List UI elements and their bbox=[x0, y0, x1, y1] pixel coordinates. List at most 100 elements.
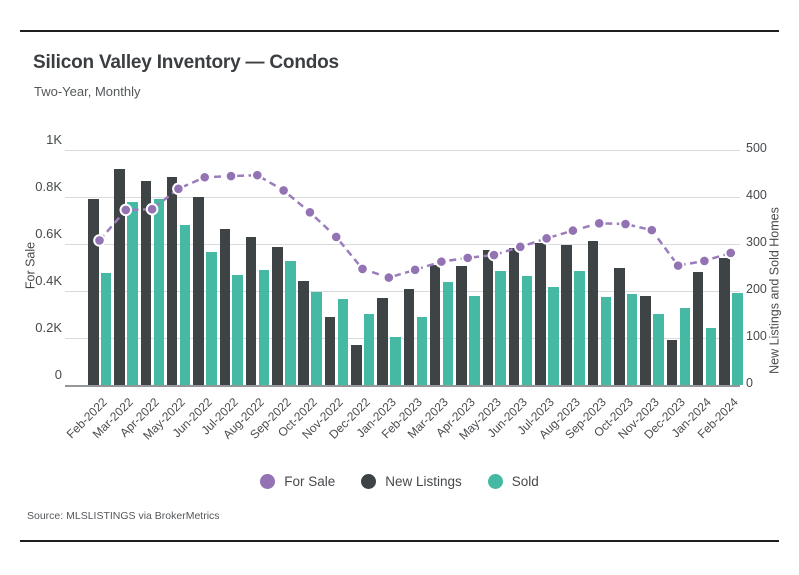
right-axis-title: New Listings and Sold Homes bbox=[767, 207, 782, 374]
bar-sold bbox=[679, 308, 690, 385]
bar-sold bbox=[705, 327, 717, 385]
chart-subtitle: Two-Year, Monthly bbox=[34, 84, 141, 99]
bar-sold bbox=[179, 224, 191, 385]
bar-new-listings bbox=[298, 281, 309, 385]
for-sale-point bbox=[224, 169, 238, 183]
right-axis-tick: 100 bbox=[746, 329, 767, 343]
legend-item-new-listings: New Listings bbox=[361, 474, 462, 489]
bar-sold bbox=[100, 272, 112, 385]
bar-sold bbox=[232, 275, 243, 385]
bar-new-listings bbox=[88, 199, 99, 385]
bar-sold bbox=[206, 251, 217, 385]
bar-new-listings bbox=[429, 265, 441, 385]
right-axis-tick: 200 bbox=[746, 282, 767, 296]
left-axis-tick: 0.6K bbox=[35, 226, 62, 241]
top-rule bbox=[20, 30, 779, 32]
bar-new-listings bbox=[666, 339, 678, 385]
for-sale-legend-marker-icon bbox=[260, 474, 276, 489]
gridline bbox=[65, 150, 740, 151]
for-sale-point bbox=[698, 254, 711, 268]
for-sale-point bbox=[724, 246, 738, 260]
bar-sold bbox=[416, 316, 427, 385]
for-sale-point bbox=[303, 205, 317, 219]
for-sale-point bbox=[461, 251, 475, 265]
bar-new-listings bbox=[272, 247, 283, 385]
for-sale-point bbox=[250, 168, 264, 182]
bar-new-listings bbox=[614, 268, 625, 385]
left-axis-tick: 0.4K bbox=[35, 273, 62, 288]
bar-new-listings bbox=[245, 237, 257, 385]
right-axis-tick: 300 bbox=[746, 235, 767, 249]
bar-new-listings bbox=[535, 242, 546, 385]
gridline bbox=[65, 338, 740, 339]
bar-sold bbox=[337, 299, 349, 385]
bar-new-listings bbox=[114, 168, 125, 385]
bar-sold bbox=[153, 199, 164, 385]
bar-new-listings bbox=[508, 248, 520, 385]
bar-sold bbox=[311, 292, 322, 385]
bar-new-listings bbox=[561, 244, 572, 385]
bar-new-listings bbox=[140, 181, 152, 385]
for-sale-point bbox=[329, 230, 343, 244]
bar-sold bbox=[626, 293, 638, 385]
bar-new-listings bbox=[719, 257, 730, 385]
for-sale-point bbox=[645, 223, 659, 237]
chart-legend: For Sale New Listings Sold bbox=[0, 474, 799, 489]
for-sale-point bbox=[408, 263, 422, 277]
bar-sold bbox=[363, 313, 375, 385]
bar-new-listings bbox=[351, 344, 362, 385]
bar-new-listings bbox=[692, 271, 704, 385]
source-note: Source: MLSLISTINGS via BrokerMetrics bbox=[27, 510, 220, 522]
left-axis-tick: 0.2K bbox=[35, 320, 62, 335]
bar-new-listings bbox=[324, 316, 336, 385]
for-sale-point bbox=[277, 184, 290, 197]
bar-new-listings bbox=[403, 289, 415, 385]
bar-sold bbox=[127, 201, 138, 385]
for-sale-point bbox=[198, 170, 211, 184]
bottom-rule bbox=[20, 540, 779, 542]
bar-new-listings bbox=[377, 297, 388, 385]
bar-sold bbox=[548, 286, 559, 385]
bar-sold bbox=[285, 260, 296, 385]
bar-sold bbox=[600, 296, 612, 385]
left-axis-tick: 0 bbox=[54, 367, 62, 382]
for-sale-point bbox=[382, 271, 396, 284]
bar-sold bbox=[258, 269, 270, 385]
legend-item-sold: Sold bbox=[487, 474, 539, 489]
bar-sold bbox=[732, 292, 743, 385]
bar-new-listings bbox=[193, 197, 204, 385]
gridline bbox=[65, 384, 740, 387]
legend-label: Sold bbox=[511, 474, 539, 489]
for-sale-point bbox=[592, 217, 606, 230]
legend-item-for-sale: For Sale bbox=[260, 474, 335, 489]
bar-new-listings bbox=[587, 240, 599, 385]
for-sale-point bbox=[356, 262, 369, 276]
bar-sold bbox=[390, 336, 401, 385]
legend-label: For Sale bbox=[284, 474, 336, 489]
right-axis-tick: 500 bbox=[746, 141, 767, 155]
left-axis-title: For Sale bbox=[23, 241, 38, 290]
chart-title: Silicon Valley Inventory — Condos bbox=[33, 52, 339, 73]
bar-sold bbox=[495, 271, 506, 385]
bar-sold bbox=[574, 271, 585, 385]
for-sale-point bbox=[619, 217, 632, 231]
bar-new-listings bbox=[482, 250, 493, 385]
sold-legend-marker-icon bbox=[487, 474, 503, 489]
bar-new-listings bbox=[640, 296, 651, 385]
for-sale-point bbox=[671, 259, 685, 272]
right-axis-tick: 0 bbox=[746, 376, 753, 390]
bar-sold bbox=[521, 275, 533, 385]
gridline bbox=[65, 291, 740, 292]
left-axis-tick: 1K bbox=[46, 132, 62, 147]
legend-label: New Listings bbox=[385, 474, 462, 489]
right-axis-tick: 400 bbox=[746, 188, 767, 202]
bar-new-listings bbox=[219, 229, 230, 385]
bar-sold bbox=[653, 313, 664, 385]
new-listings-legend-marker-icon bbox=[361, 474, 377, 489]
bar-new-listings bbox=[166, 177, 178, 385]
bar-new-listings bbox=[456, 266, 467, 385]
for-sale-point bbox=[566, 224, 580, 237]
left-axis-tick: 0.8K bbox=[35, 179, 62, 194]
bar-sold bbox=[442, 281, 454, 385]
